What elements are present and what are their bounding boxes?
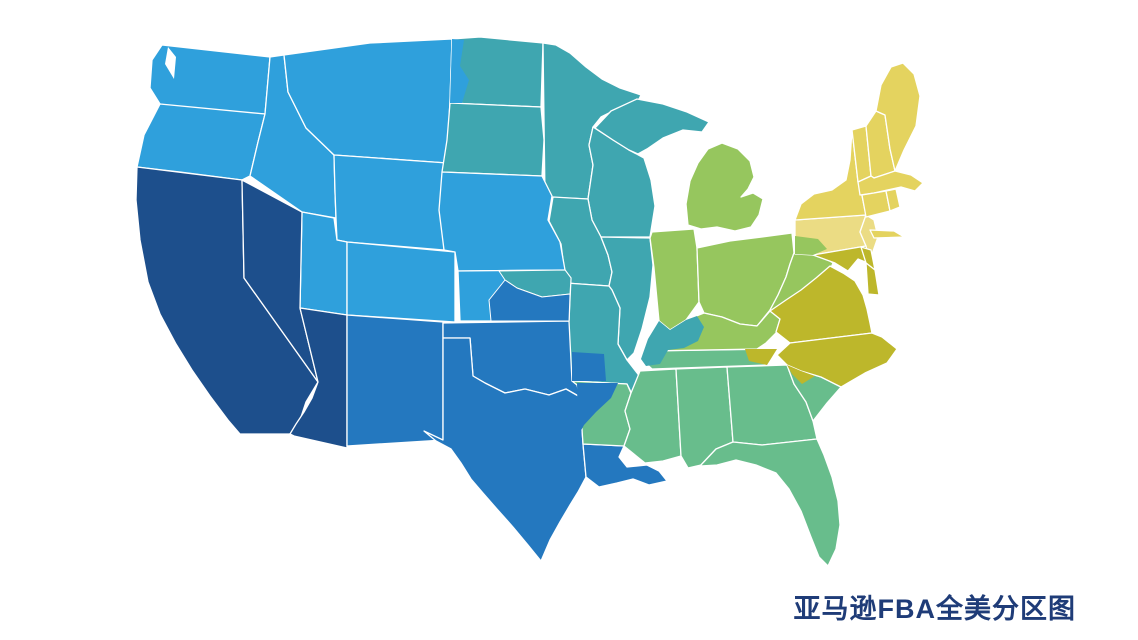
state-indiana [649, 228, 700, 331]
zone-patch-pennsylvania-southwest [795, 236, 827, 255]
state-rhode-island [885, 188, 901, 212]
state-wyoming [333, 154, 448, 251]
state-north-carolina [776, 332, 898, 388]
zone-patch-kentucky-west [641, 316, 704, 366]
zone-patch-missouri-southwest [572, 352, 606, 381]
puget-sound-water [165, 47, 176, 79]
state-louisiana [582, 443, 668, 488]
state-long-island [869, 229, 905, 239]
state-new-mexico [346, 314, 444, 447]
state-delmarva-eastern-shore [865, 262, 880, 296]
state-oregon [136, 103, 266, 181]
state-connecticut [861, 190, 891, 218]
zone-patch-north-dakota-west [450, 39, 469, 103]
zone-patch-arkansas-northwest [577, 383, 618, 436]
zone-patch-south-carolina-upstate [787, 365, 815, 384]
zone-patch-kansas-south-central [488, 279, 571, 322]
state-florida [699, 438, 841, 567]
zone-patch-tennessee-northeast [745, 349, 777, 365]
state-michigan-upper-peninsula [594, 98, 710, 155]
state-virginia [769, 265, 873, 344]
map-title: 亚马逊FBA全美分区图 [793, 594, 1076, 624]
state-texas [423, 337, 587, 562]
state-colorado [346, 241, 456, 323]
state-michigan-lower-peninsula [685, 142, 764, 232]
state-maine [875, 62, 921, 172]
state-nebraska [438, 171, 566, 272]
state-south-dakota [441, 102, 545, 177]
